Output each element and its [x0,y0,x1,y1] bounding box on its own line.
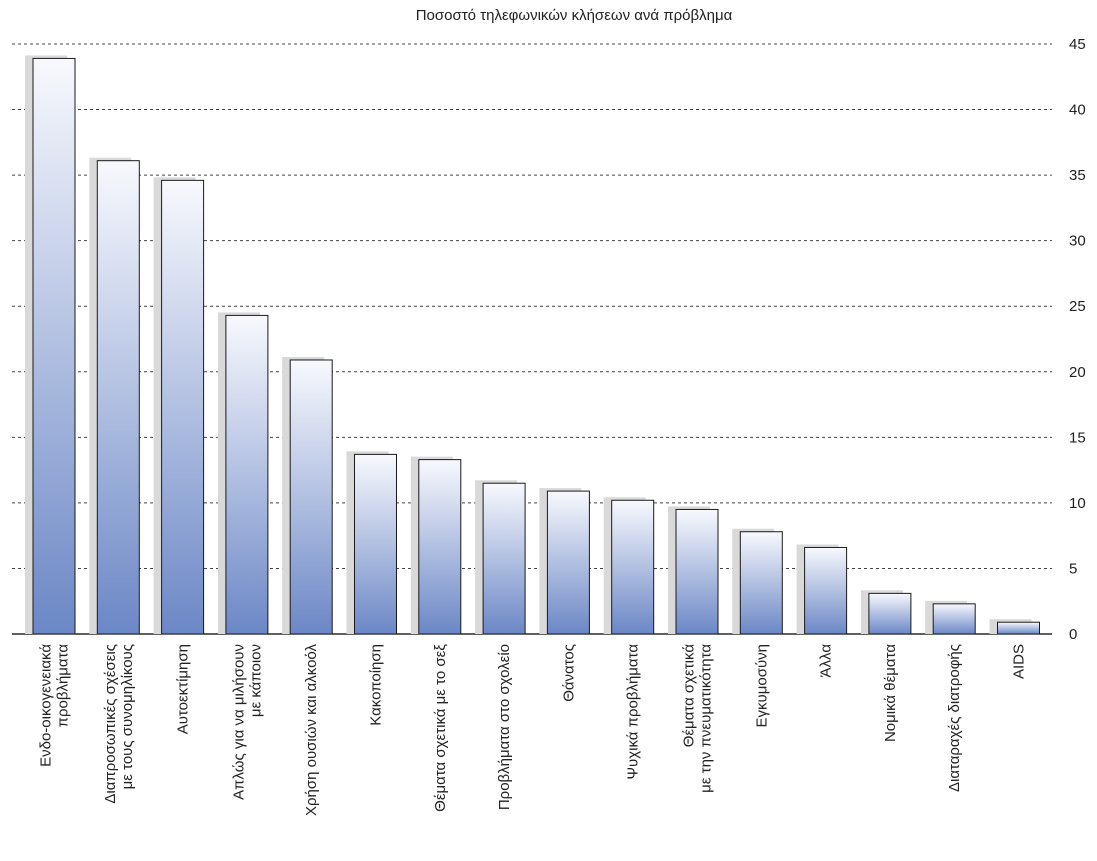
x-tick-label-line: Κακοποίηση [368,644,385,726]
bar-layer [32,57,1040,635]
x-tick-label-line: προβλήματα [55,644,72,728]
y-tick-label: 45 [1069,36,1086,53]
x-tick-label: Προβλήματα στο σχολείο [496,644,513,810]
chart-title: Ποσοστό τηλεφωνικών κλήσεων ανά πρόβλημα [416,7,733,24]
x-tick-label-line: με την πνευματικότητα [698,644,715,793]
x-tick-label: Απλώς για να μιλήσουν με κάποιον [230,644,264,800]
bar [482,482,526,635]
x-tick-label: AIDS [1011,644,1028,679]
bar [32,57,76,635]
y-tick-label: 40 [1069,102,1086,119]
y-tick-label: 30 [1069,233,1086,250]
x-tick-label: Αυτοεκτίμηση [175,644,192,734]
y-tick-label: 25 [1069,298,1086,315]
x-tick-label: Διαπροσωπικές σχέσεις με τους συνομηλίκου… [102,644,136,804]
x-tick-label-line: Απλώς για να μιλήσουν [230,644,247,800]
x-tick-label: Θέματα σχετικά με την πνευματικότητα [681,644,715,793]
bar [868,592,912,635]
bar [354,453,397,635]
y-tick-label: 5 [1069,560,1077,577]
x-tick-label: Θέματα σχετικά με το σεξ [432,644,449,812]
x-tick-label-line: AIDS [1011,644,1028,679]
x-tick-label: Εγκυμοσύνη [753,644,770,728]
y-tick-label: 20 [1069,364,1086,381]
bar [225,314,269,635]
x-tick-label: Θάνατος [560,644,577,702]
y-tick-label: 10 [1069,495,1086,512]
bar [739,531,783,635]
bar [546,490,590,635]
bar [675,508,719,635]
x-tick-label: Διαταραχές διατροφής [946,644,963,792]
x-axis-tick-labels: Ενδο-οικογενειακά προβλήματα Διαπροσωπικές… [38,644,1028,817]
y-tick-label: 35 [1069,167,1086,184]
bar [161,179,205,635]
y-tick-label: 0 [1069,626,1077,643]
x-tick-label-line: Άλλα [818,644,835,678]
x-tick-label: Κακοποίηση [368,644,385,726]
x-tick-label: Χρήση ουσιών και αλκοόλ [303,644,320,817]
x-tick-label-line: Νομικά θέματα [882,644,899,742]
x-tick-label-line: Ενδο-οικογενειακά [38,644,55,767]
x-tick-label: Ψυχικά προβλήματα [625,644,642,780]
x-tick-label-line: Προβλήματα στο σχολείο [496,644,513,810]
bar [932,603,976,635]
x-tick-label-line: Θέματα σχετικά [681,644,698,748]
bar [611,499,655,635]
x-tick-label: Ενδο-οικογενειακά προβλήματα [38,644,72,767]
x-tick-label: Άλλα [818,644,835,678]
x-tick-label-line: Θάνατος [560,644,577,702]
y-tick-label: 15 [1069,429,1086,446]
x-tick-label-line: με κάποιον [247,644,264,717]
x-tick-label: Νομικά θέματα [882,644,899,742]
bar [96,160,140,635]
x-tick-label-line: Χρήση ουσιών και αλκοόλ [303,644,320,817]
y-axis-tick-labels: 0 5 10 15 20 25 30 35 40 45 [1069,36,1086,643]
x-tick-label-line: με τους συνομηλίκους [119,644,136,789]
x-tick-label-line: Θέματα σχετικά με το σεξ [432,644,449,812]
bar [289,359,333,635]
bar [997,621,1040,635]
x-tick-label-line: Ψυχικά προβλήματα [625,644,642,780]
bar [418,459,462,635]
x-tick-label-line: Διαταραχές διατροφής [946,644,963,792]
x-tick-label-line: Διαπροσωπικές σχέσεις [102,644,119,804]
x-tick-label-line: Εγκυμοσύνη [753,644,770,728]
bar [804,546,848,635]
x-tick-label-line: Αυτοεκτίμηση [175,644,192,734]
